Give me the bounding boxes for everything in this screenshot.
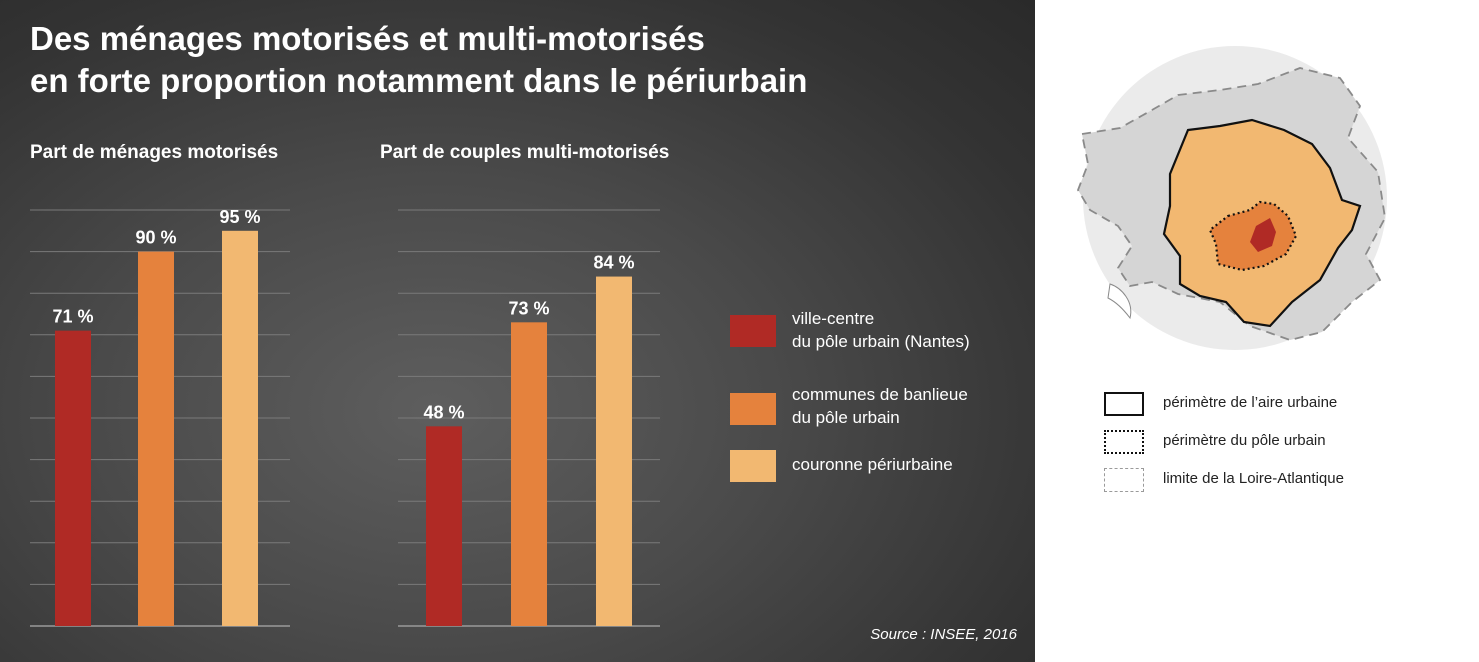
chart-2-title: Part de couples multi-motorisés [380,142,670,163]
source-note: Source : INSEE, 2016 [870,626,1017,643]
chart-1-bar-1 [55,330,91,626]
chart-2-bar-3 [596,276,632,626]
chart-1-value-label-1: 71 % [52,307,93,327]
legend-swatch-ville-centre [730,315,776,347]
title-line-2: en forte proportion notamment dans le pé… [30,62,808,99]
chart-2-bar-2 [511,322,547,626]
title-line-1: Des ménages motorisés et multi-motorisés [30,20,705,57]
legend-label-banlieue: communes de banlieue du pôle urbain [792,385,968,427]
legend-label-ville-centre: ville-centre du pôle urbain (Nantes) [792,309,970,351]
map-legend-label-pole: périmètre du pôle urbain [1163,432,1326,449]
map-legend-label-limite: limite de la Loire-Atlantique [1163,470,1344,487]
legend-swatch-couronne [730,450,776,482]
chart-1-bar-2 [138,251,174,626]
chart-2-value-label-2: 73 % [508,298,549,318]
legend-label-couronne: couronne périurbaine [792,455,953,474]
chart-panel: Des ménages motorisés et multi-motorisés… [0,0,1035,662]
map-legend-swatch-aire [1104,392,1144,416]
map-legend-label-aire: périmètre de l’aire urbaine [1163,394,1338,411]
bar-charts: 71 % 90 % 95 % 48 % 73 % 84 % [30,207,660,627]
chart-1-title: Part de ménages motorisés [30,142,279,163]
ville-centre-area [1250,218,1276,252]
chart-2-value-label-3: 84 % [593,253,634,273]
chart-1-value-label-2: 90 % [135,228,176,248]
map-legend-swatch-pole [1104,430,1144,454]
chart-1-value-label-3: 95 % [219,207,260,227]
chart-2-bar-1 [426,426,462,626]
chart-1-bar-3 [222,230,258,627]
legend-swatch-banlieue [730,393,776,425]
map-illustration [1077,46,1387,350]
coastal-inlet [1107,283,1132,320]
map-legend-swatch-limite [1104,468,1144,492]
chart-2-value-label-1: 48 % [423,402,464,422]
page-title: Des ménages motorisés et multi-motorisés… [30,18,990,102]
